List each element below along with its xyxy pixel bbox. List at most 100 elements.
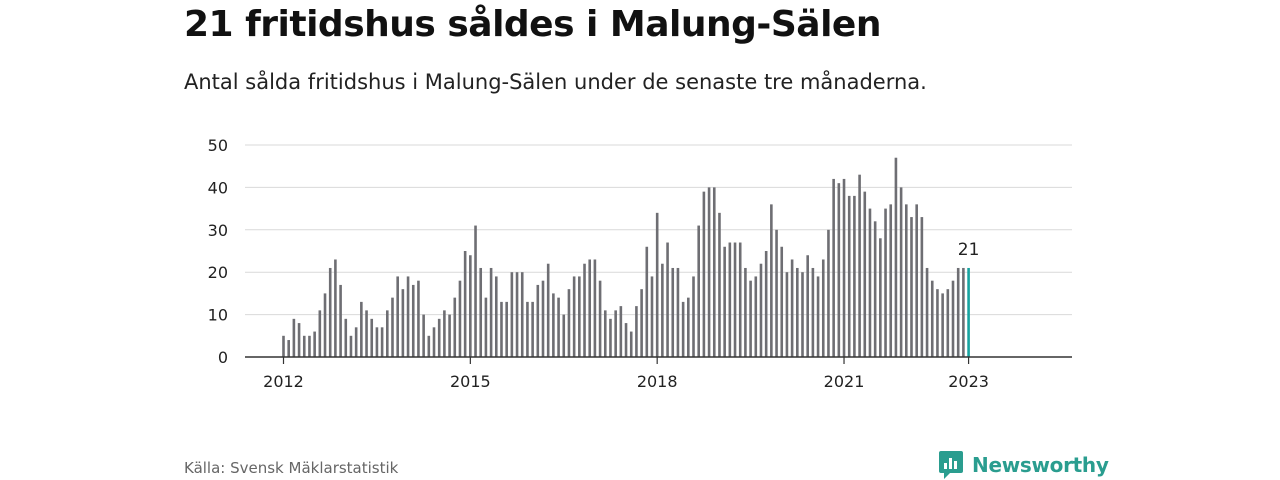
bar bbox=[842, 178, 846, 357]
chart-title: 21 fritidshus såldes i Malung-Sälen bbox=[184, 4, 881, 45]
annotation: 21 bbox=[958, 240, 980, 260]
bar bbox=[603, 310, 607, 357]
bar bbox=[811, 267, 815, 357]
bar bbox=[308, 335, 311, 357]
bar bbox=[790, 259, 794, 357]
bar bbox=[764, 251, 768, 357]
bar bbox=[282, 335, 285, 357]
bar bbox=[292, 318, 296, 357]
bar bbox=[443, 310, 446, 357]
bar bbox=[437, 318, 441, 357]
bar bbox=[780, 246, 784, 357]
bar bbox=[406, 276, 410, 357]
bar bbox=[692, 276, 695, 357]
bar bbox=[619, 306, 623, 357]
bar bbox=[494, 276, 498, 357]
bar bbox=[806, 255, 809, 357]
bar bbox=[837, 183, 841, 357]
bar bbox=[354, 327, 358, 357]
bar bbox=[936, 289, 939, 357]
bar bbox=[775, 229, 778, 357]
bar bbox=[469, 255, 472, 357]
bar bbox=[500, 301, 503, 357]
bar bbox=[588, 259, 592, 357]
bar bbox=[858, 174, 861, 357]
bar bbox=[520, 272, 524, 357]
x-tick-label: 2021 bbox=[824, 372, 865, 391]
bar bbox=[417, 280, 420, 357]
bar bbox=[302, 335, 306, 357]
bar bbox=[853, 195, 856, 357]
bar bbox=[723, 246, 726, 357]
bar bbox=[474, 225, 477, 357]
newsworthy-logo: Newsworthy bbox=[938, 450, 1109, 480]
bar bbox=[847, 195, 851, 357]
bar bbox=[557, 297, 560, 357]
bar bbox=[759, 263, 763, 357]
bar bbox=[463, 251, 467, 357]
bar bbox=[889, 204, 893, 357]
source-note: Källa: Svensk Mäklarstatistik bbox=[184, 459, 399, 477]
bar bbox=[365, 310, 368, 357]
bar bbox=[422, 314, 425, 357]
bar bbox=[894, 157, 898, 357]
bar bbox=[334, 259, 337, 357]
bar bbox=[396, 276, 399, 357]
bar bbox=[666, 242, 669, 357]
y-tick-label: 40 bbox=[208, 178, 228, 197]
y-tick-label: 20 bbox=[208, 263, 228, 282]
bar bbox=[733, 242, 737, 357]
bar bbox=[578, 276, 581, 357]
bar bbox=[453, 297, 457, 357]
bar bbox=[526, 301, 529, 357]
bar bbox=[681, 301, 685, 357]
bar bbox=[832, 178, 835, 357]
bar bbox=[360, 301, 363, 357]
bar bbox=[687, 297, 690, 357]
gridlines bbox=[245, 144, 1072, 316]
bar bbox=[640, 289, 643, 357]
x-axis: 2012 2015 2018 2021 2023 bbox=[245, 356, 1072, 391]
bar bbox=[946, 289, 950, 357]
bar bbox=[707, 187, 711, 357]
bar bbox=[749, 280, 752, 357]
x-tick-label: 2018 bbox=[637, 372, 678, 391]
bar bbox=[562, 314, 566, 357]
y-tick-label: 10 bbox=[208, 306, 228, 325]
bar bbox=[676, 267, 680, 357]
bar bbox=[712, 187, 716, 357]
y-tick-label: 30 bbox=[208, 221, 228, 240]
bar bbox=[313, 331, 316, 357]
bar bbox=[816, 276, 820, 357]
bar bbox=[873, 221, 877, 357]
bar bbox=[375, 327, 379, 357]
bar bbox=[962, 267, 965, 357]
bar bbox=[401, 289, 405, 357]
bar bbox=[323, 293, 327, 357]
bar bbox=[884, 208, 887, 357]
bar bbox=[339, 284, 342, 357]
bar bbox=[411, 284, 415, 357]
newsworthy-logo-icon bbox=[939, 451, 963, 479]
bar bbox=[598, 280, 602, 357]
bar bbox=[536, 284, 540, 357]
bar bbox=[718, 212, 721, 357]
bar bbox=[920, 217, 924, 357]
bar bbox=[956, 267, 960, 357]
bar bbox=[702, 191, 706, 357]
bar bbox=[609, 318, 612, 357]
bar bbox=[655, 212, 659, 357]
bar bbox=[697, 225, 700, 357]
bar bbox=[572, 276, 576, 357]
brand-name: Newsworthy bbox=[972, 453, 1109, 477]
x-tick-label: 2012 bbox=[263, 372, 304, 391]
bar bbox=[821, 259, 825, 357]
bar bbox=[552, 293, 555, 357]
bar bbox=[505, 301, 508, 357]
bar bbox=[546, 263, 550, 357]
bar bbox=[905, 204, 908, 357]
bar bbox=[770, 204, 773, 357]
bar bbox=[728, 242, 732, 357]
last-value-label: 21 bbox=[958, 240, 980, 260]
bar bbox=[318, 310, 322, 357]
